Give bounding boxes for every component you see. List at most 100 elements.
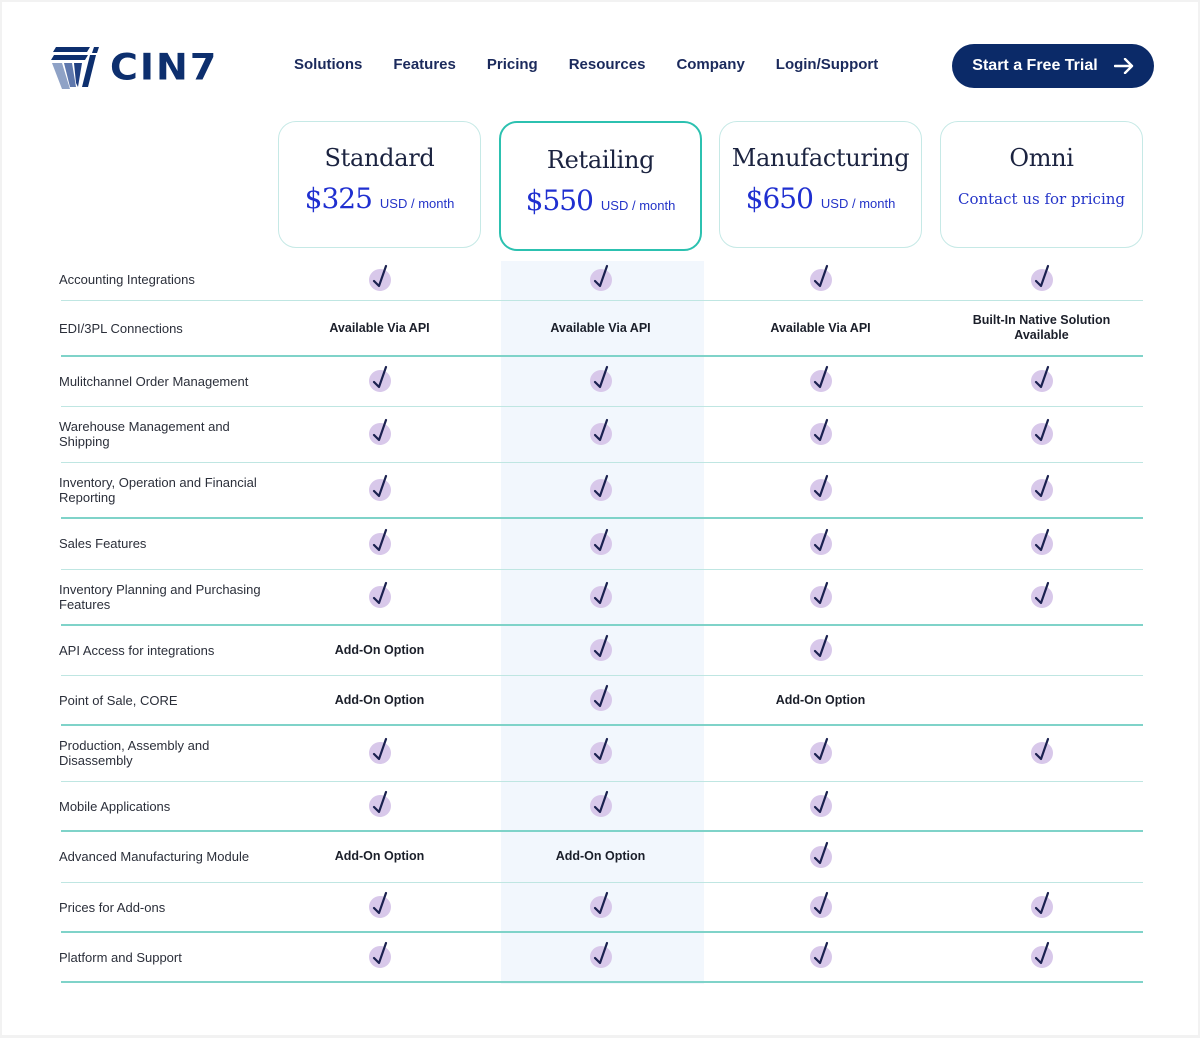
feature-label: Mobile Applications (59, 798, 171, 814)
nav-features[interactable]: Features (393, 56, 456, 73)
contact-pricing-link[interactable]: Contact us for pricing (957, 190, 1125, 208)
table-cell (278, 725, 481, 781)
table-cell: Available Via API (719, 300, 922, 356)
table-cell (719, 831, 922, 882)
checkmark-icon (1030, 581, 1053, 608)
row-divider (61, 517, 1143, 519)
table-cell (719, 518, 922, 569)
table-cell (278, 882, 481, 932)
checkmark-icon (809, 790, 832, 817)
feature-label: Mulitchannel Order Management (59, 373, 249, 389)
table-cell (719, 882, 922, 932)
cell-text: Add-On Option (334, 849, 425, 863)
checkmark-icon (368, 581, 391, 608)
feature-label: Prices for Add-ons (59, 899, 166, 915)
table-row: Inventory Planning and Purchasing Featur… (59, 569, 1143, 625)
arrow-right-icon (1113, 58, 1134, 74)
row-divider (61, 569, 1143, 570)
plan-price-unit: USD / month (600, 198, 676, 213)
checkmark-icon (368, 891, 391, 918)
cell-text: Add-On Option (334, 692, 425, 707)
table-cell (499, 569, 702, 625)
plan-price-unit: USD / month (379, 196, 455, 211)
table-cell: Available Via API (278, 300, 481, 356)
table-row: API Access for integrations Add-On Option (59, 625, 1143, 675)
feature-label: Inventory, Operation and Financial Repor… (59, 475, 257, 505)
checkmark-icon (1030, 264, 1053, 291)
checkmark-icon (589, 581, 612, 608)
table-cell (278, 406, 481, 462)
feature-label: API Access for integrations (59, 642, 215, 658)
table-cell (940, 462, 1143, 518)
table-cell (278, 356, 481, 406)
table-cell (719, 781, 922, 831)
row-divider (61, 300, 1143, 301)
plan-card-standard[interactable]: Standard $325 USD / month (278, 121, 481, 248)
cin7-logo[interactable]: CIN7 (50, 42, 218, 92)
row-divider (61, 882, 1143, 883)
nav-login-support[interactable]: Login/Support (775, 56, 879, 73)
nav-company[interactable]: Company (676, 56, 745, 73)
checkmark-icon (809, 891, 832, 918)
table-cell (719, 406, 922, 462)
plan-card-retailing[interactable]: Retailing $550 USD / month (499, 121, 702, 251)
checkmark-icon (589, 891, 612, 918)
cell-text: Add-On Option (555, 849, 646, 863)
row-divider (61, 355, 1143, 357)
start-free-trial-button[interactable]: Start a Free Trial (952, 44, 1154, 88)
feature-label: Platform and Support (59, 949, 182, 965)
plan-card-manufacturing[interactable]: Manufacturing $650 USD / month (719, 121, 922, 248)
row-divider (61, 406, 1143, 407)
table-cell: Add-On Option (278, 831, 481, 882)
table-cell (278, 518, 481, 569)
cell-text: Built-In Native Solution Available (972, 313, 1111, 342)
table-cell (499, 781, 702, 831)
checkmark-icon (809, 841, 832, 868)
table-cell (940, 569, 1143, 625)
checkmark-icon (809, 737, 832, 764)
table-cell (499, 259, 702, 300)
plan-name: Retailing (546, 146, 655, 174)
checkmark-icon (368, 418, 391, 445)
plan-card-omni[interactable]: Omni Contact us for pricing (940, 121, 1143, 248)
logo-mark-icon (51, 47, 99, 89)
table-cell (719, 569, 922, 625)
table-cell (278, 932, 481, 982)
table-cell (940, 259, 1143, 300)
table-cell (940, 625, 1143, 675)
logo-text: CIN7 (110, 46, 219, 88)
table-cell (278, 781, 481, 831)
checkmark-icon (1030, 365, 1053, 392)
row-divider (61, 781, 1143, 782)
table-cell (499, 932, 702, 982)
feature-label: Advanced Manufacturing Module (59, 849, 250, 864)
checkmark-icon (589, 474, 612, 501)
checkmark-icon (589, 737, 612, 764)
feature-label: Warehouse Management and Shipping (59, 419, 230, 449)
table-cell (499, 406, 702, 462)
table-cell (940, 356, 1143, 406)
checkmark-icon (589, 365, 612, 392)
table-cell (499, 675, 702, 725)
table-cell (719, 725, 922, 781)
plan-name: Manufacturing (731, 144, 910, 172)
feature-label: Inventory Planning and Purchasing Featur… (59, 582, 261, 612)
table-cell (719, 259, 922, 300)
table-cell (278, 462, 481, 518)
table-row: Inventory, Operation and Financial Repor… (59, 462, 1143, 518)
checkmark-icon (368, 365, 391, 392)
nav-solutions[interactable]: Solutions (294, 56, 363, 73)
checkmark-icon (1030, 474, 1053, 501)
nav-resources[interactable]: Resources (568, 56, 646, 73)
nav-pricing[interactable]: Pricing (486, 56, 538, 73)
checkmark-icon (809, 264, 832, 291)
table-row: Advanced Manufacturing Module Add-On Opti… (59, 831, 1143, 882)
cell-text: Add-On Option (334, 642, 425, 657)
table-row: Warehouse Management and Shipping (59, 406, 1143, 462)
checkmark-icon (809, 474, 832, 501)
row-divider (61, 624, 1143, 626)
table-cell (719, 625, 922, 675)
row-divider (61, 724, 1143, 726)
checkmark-icon (368, 528, 391, 555)
